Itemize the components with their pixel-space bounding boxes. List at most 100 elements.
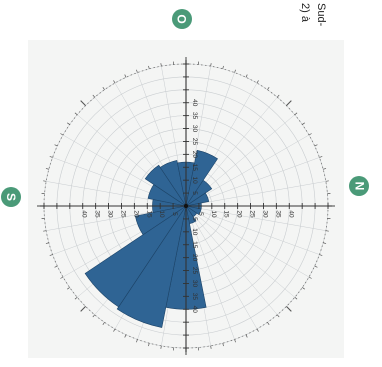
ring-label: 20 <box>191 151 198 159</box>
ring-label: 10 <box>191 228 198 236</box>
grid-spoke <box>185 205 295 298</box>
ring-label: 5 <box>191 217 198 221</box>
outer-tick <box>314 265 318 268</box>
rose-sector-5 <box>185 149 218 207</box>
outer-tick <box>45 168 49 170</box>
outer-tick <box>319 156 323 158</box>
outer-tick <box>49 156 53 158</box>
ring-label: 15 <box>223 210 230 218</box>
ring-label: 40 <box>287 210 294 218</box>
outer-tick <box>308 133 312 136</box>
ring-label: 25 <box>191 267 198 275</box>
outer-tick <box>54 265 58 268</box>
outer-tick <box>294 112 298 115</box>
ring-label: 25 <box>191 138 198 146</box>
ring-label: 35 <box>274 210 281 218</box>
ring-labels: 5555101010101515151520202020252525253030… <box>81 99 295 313</box>
outer-tick <box>124 334 127 338</box>
outer-tick <box>234 339 236 343</box>
ring-label: 10 <box>158 210 165 218</box>
ring-label: 5 <box>197 212 204 216</box>
ring-label: 20 <box>191 254 198 262</box>
direction-badge-right: N <box>349 176 369 196</box>
outer-tick <box>92 94 95 98</box>
ring-label: 5 <box>191 191 198 195</box>
outer-tick <box>294 297 298 300</box>
rose-sector-13 <box>116 205 187 328</box>
ring-label: 15 <box>191 241 198 249</box>
outer-tick <box>256 80 259 84</box>
outer-tick <box>256 328 259 332</box>
direction-badge-top-label: O <box>175 14 189 24</box>
outer-tick <box>277 94 280 98</box>
outer-tick <box>160 63 162 67</box>
direction-badge-top: O <box>172 9 192 29</box>
outer-tick <box>314 144 318 147</box>
direction-badge-left-label: S <box>3 192 18 202</box>
grid-spoke <box>185 205 278 315</box>
rose-sector-7 <box>185 192 210 207</box>
caption-fragment-2: 2) à <box>299 3 311 22</box>
rose-sector-3 <box>159 160 187 207</box>
outer-tick <box>325 230 329 232</box>
rose-sector-2 <box>144 164 187 207</box>
ring-label: 25 <box>119 210 126 218</box>
direction-badge-right-label: N <box>351 181 366 191</box>
outer-tick <box>67 287 70 290</box>
ring-label: 40 <box>81 210 88 218</box>
outer-tick <box>210 345 212 349</box>
outer-tick <box>43 230 47 232</box>
caption-fragment-1: Sud- <box>315 3 327 27</box>
outer-tick <box>74 297 78 300</box>
ring-label: 40 <box>191 306 198 314</box>
chart-axes <box>37 57 335 355</box>
ring-label: 15 <box>191 164 198 172</box>
outer-tick <box>308 276 312 279</box>
grid-spoke <box>185 205 326 231</box>
outer-tick <box>245 74 248 78</box>
outer-tick <box>113 328 116 332</box>
ring-label: 35 <box>94 210 101 218</box>
ring-label: 35 <box>191 293 198 301</box>
outer-tick <box>67 122 70 125</box>
outer-tick <box>113 80 116 84</box>
ring-label: 40 <box>191 99 198 107</box>
grid-spoke <box>185 205 320 255</box>
outer-tick <box>136 69 138 73</box>
ring-label: 20 <box>132 210 139 218</box>
outer-tick <box>124 74 127 78</box>
outer-tick <box>80 100 86 106</box>
ring-label: 15 <box>145 210 152 218</box>
outer-tick <box>210 63 212 67</box>
ring-label: 10 <box>210 210 217 218</box>
outer-tick <box>286 100 292 106</box>
outer-tick <box>323 242 327 244</box>
outer-tick <box>136 339 138 343</box>
rose-sector-14 <box>84 205 187 308</box>
outer-tick <box>45 242 49 244</box>
ring-label: 5 <box>171 212 178 216</box>
direction-badge-left: S <box>1 187 21 207</box>
outer-tick <box>234 69 236 73</box>
ring-label: 35 <box>191 112 198 120</box>
outer-tick <box>267 87 270 90</box>
rose-sector-6 <box>185 179 213 207</box>
ring-label: 20 <box>236 210 243 218</box>
grid-spoke <box>185 205 258 330</box>
outer-tick <box>92 314 95 318</box>
outer-tick <box>54 144 58 147</box>
outer-tick <box>302 122 305 125</box>
outer-tick <box>222 65 224 69</box>
outer-tick <box>60 276 64 279</box>
outer-tick <box>148 65 150 69</box>
outer-tick <box>245 334 248 338</box>
outer-tick <box>148 343 150 347</box>
ring-label: 30 <box>191 280 198 288</box>
outer-tick <box>60 133 64 136</box>
outer-tick <box>49 254 53 256</box>
outer-tick <box>325 180 329 182</box>
grid-spoke <box>185 181 326 207</box>
ring-label: 10 <box>191 177 198 185</box>
grid-spoke <box>185 205 235 340</box>
grid-spoke <box>185 134 310 207</box>
